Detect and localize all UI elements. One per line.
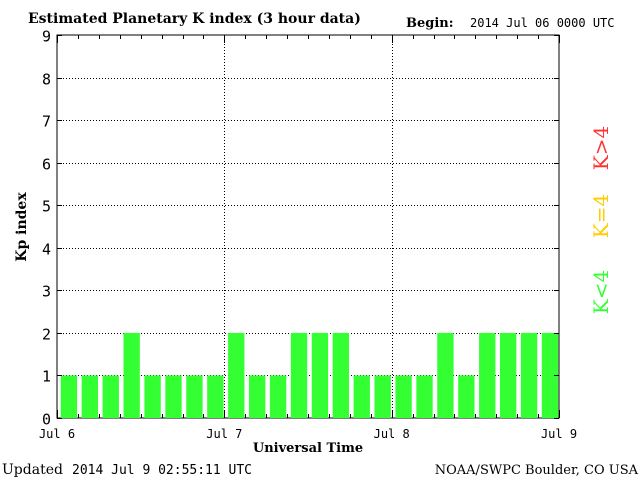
kp-bar xyxy=(207,375,224,418)
begin-value: 2014 Jul 06 0000 UTC xyxy=(470,16,615,30)
y-tick-label: 3 xyxy=(42,283,51,301)
kp-bar xyxy=(416,375,433,418)
kp-bar xyxy=(165,375,182,418)
kp-bar xyxy=(60,375,78,418)
kp-bar xyxy=(269,375,287,418)
grid-lines xyxy=(57,35,559,418)
x-tick-label: Jul 7 xyxy=(206,427,242,441)
updated-value: 2014 Jul 9 02:55:11 UTC xyxy=(72,463,252,478)
y-axis-label: Kp index xyxy=(14,192,30,262)
kp-bar xyxy=(520,332,538,418)
begin-label: Begin: xyxy=(406,16,454,31)
kp-bar xyxy=(81,375,98,418)
kp-bar xyxy=(123,332,140,418)
kp-bar xyxy=(186,375,203,418)
kp-bar xyxy=(437,332,454,418)
kp-bar xyxy=(332,332,349,418)
y-tick-label: 8 xyxy=(42,71,51,89)
y-tick-label: 4 xyxy=(42,241,51,259)
x-tick-label: Jul 8 xyxy=(374,427,410,441)
legend-high: K>4 xyxy=(589,126,613,170)
y-tick-label: 5 xyxy=(42,198,51,216)
bars xyxy=(60,332,559,418)
kp-bar xyxy=(290,332,308,418)
kp-bar xyxy=(500,332,517,418)
kp-bar xyxy=(395,375,412,418)
x-axis-label: Universal Time xyxy=(253,441,363,456)
y-tick-label: 7 xyxy=(42,113,51,131)
y-tick-label: 0 xyxy=(42,411,51,429)
x-tick-label: Jul 6 xyxy=(39,427,75,441)
y-tick-label: 9 xyxy=(42,28,51,46)
kp-bar xyxy=(479,332,496,418)
x-tick-label: Jul 9 xyxy=(541,427,577,441)
y-tick-label: 6 xyxy=(42,156,51,174)
kp-bar xyxy=(541,332,559,418)
y-tick-label: 2 xyxy=(42,326,51,344)
kp-bar xyxy=(458,375,475,418)
kp-bar xyxy=(144,375,161,418)
chart-title: Estimated Planetary K index (3 hour data… xyxy=(28,11,361,27)
legend-equal: K=4 xyxy=(589,194,613,238)
kp-bar xyxy=(228,332,245,418)
kp-bar xyxy=(102,375,119,418)
kp-bar xyxy=(374,375,391,418)
y-tick-label: 1 xyxy=(42,368,51,386)
plot-area xyxy=(56,34,560,419)
y-axis: 0 1 2 3 4 5 6 7 8 9 xyxy=(42,28,559,429)
kp-bar xyxy=(249,375,266,418)
updated-label: Updated xyxy=(2,462,63,478)
kp-bar xyxy=(311,332,329,418)
source-credit: NOAA/SWPC Boulder, CO USA xyxy=(435,463,639,478)
legend-low: K<4 xyxy=(589,270,613,314)
kp-bar xyxy=(353,375,370,418)
x-axis: Jul 6 Jul 7 Jul 8 Jul 9 xyxy=(39,35,577,441)
